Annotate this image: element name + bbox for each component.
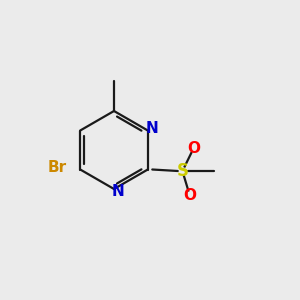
Text: S: S — [176, 162, 188, 180]
Text: N: N — [145, 121, 158, 136]
Text: O: O — [187, 141, 200, 156]
Text: Br: Br — [48, 160, 67, 175]
Text: N: N — [112, 184, 124, 199]
Text: O: O — [183, 188, 196, 202]
